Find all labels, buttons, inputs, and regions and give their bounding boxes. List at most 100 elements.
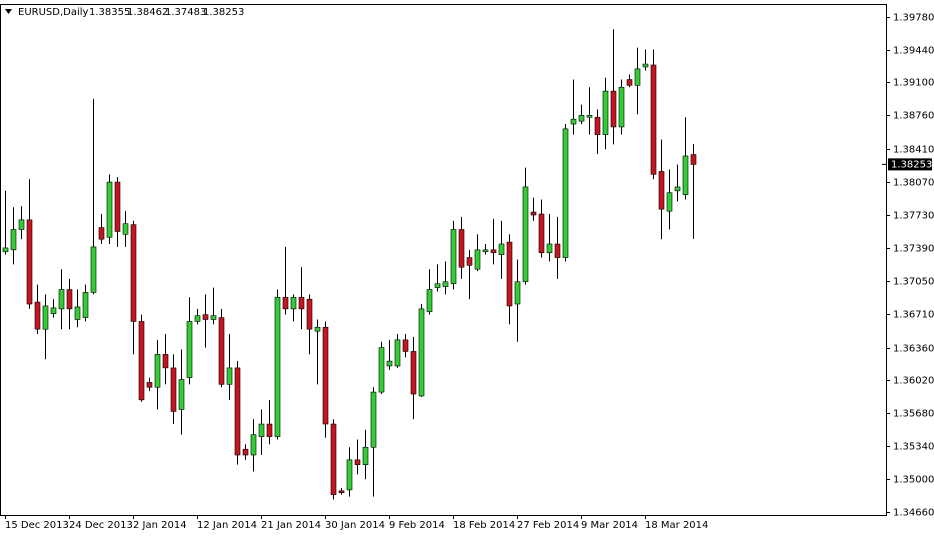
candle-body	[194, 315, 201, 322]
header-close: 1.38253	[203, 7, 244, 18]
header-low: 1.37483	[165, 7, 206, 18]
candle-body	[474, 249, 481, 270]
candle-body	[170, 367, 177, 412]
y-tick-label: 1.36360	[893, 344, 934, 355]
candle-body	[290, 296, 297, 310]
candle-body	[378, 347, 385, 393]
symbol-label: EURUSD,Daily	[18, 7, 89, 18]
x-tick-label: 18 Mar 2014	[645, 520, 708, 531]
candle-body	[218, 317, 225, 385]
candle-body	[234, 367, 241, 456]
candle-body	[2, 247, 9, 253]
header-open: 1.38355	[89, 7, 130, 18]
candle-body	[178, 379, 185, 410]
candle-body	[690, 154, 697, 165]
x-tick-label: 2 Jan 2014	[133, 520, 187, 531]
candle-body	[106, 181, 113, 238]
candle-body	[578, 115, 585, 122]
candle-body	[42, 305, 49, 330]
candle-body	[530, 211, 537, 216]
candle-body	[82, 292, 89, 318]
candle-body	[90, 246, 97, 293]
candle-body	[58, 289, 65, 310]
candle-body	[426, 289, 433, 313]
candle-body	[562, 128, 569, 258]
y-tick-label: 1.38070	[893, 178, 934, 189]
x-tick-label: 24 Dec 2013	[69, 520, 133, 531]
candle-body	[210, 315, 217, 320]
y-tick-label: 1.38760	[893, 111, 934, 122]
y-tick-label: 1.34660	[893, 508, 934, 519]
y-tick-label: 1.38410	[893, 145, 934, 156]
candle-body	[650, 64, 657, 175]
candle-body	[362, 446, 369, 465]
y-tick-label: 1.37390	[893, 244, 934, 255]
x-tick-label: 9 Mar 2014	[581, 520, 638, 531]
candle-body	[322, 326, 329, 425]
candle-body	[250, 434, 257, 456]
candle-body	[130, 224, 137, 322]
y-tick-label: 1.39780	[893, 13, 934, 24]
y-tick-label: 1.37730	[893, 211, 934, 222]
candle-body	[442, 281, 449, 287]
candle-body	[306, 298, 313, 330]
y-tick-label: 1.36710	[893, 310, 934, 321]
candle-body	[186, 321, 193, 378]
candle-body	[514, 281, 521, 305]
candle-body	[138, 321, 145, 401]
x-tick-label: 15 Dec 2013	[5, 520, 69, 531]
x-tick-label: 9 Feb 2014	[389, 520, 445, 531]
candle-body	[154, 354, 161, 388]
candle-body	[386, 360, 393, 367]
candle-body	[74, 306, 81, 320]
candle-body	[394, 339, 401, 367]
candle-body	[522, 186, 529, 283]
candle-body	[658, 171, 665, 210]
candle-body	[410, 351, 417, 395]
price-label-box	[888, 158, 932, 171]
candle-body	[122, 223, 129, 235]
candle-body	[642, 63, 649, 68]
candle-body	[498, 243, 505, 255]
candle-body	[10, 229, 17, 251]
candle-body	[610, 90, 617, 128]
candle-body	[466, 257, 473, 266]
candle-body	[674, 186, 681, 192]
candle-body	[66, 289, 73, 310]
candle-body	[370, 391, 377, 448]
x-tick-label: 21 Jan 2014	[261, 520, 321, 531]
menu-triangle[interactable]	[5, 9, 12, 14]
candle-body	[450, 229, 457, 285]
candle-body	[538, 213, 545, 254]
y-tick-label: 1.35000	[893, 475, 934, 486]
candle-body	[266, 423, 273, 437]
candle-body	[506, 241, 513, 307]
candle-body	[618, 86, 625, 128]
y-tick-label: 1.37050	[893, 277, 934, 288]
x-tick-label: 30 Jan 2014	[325, 520, 385, 531]
y-tick-label: 1.39100	[893, 78, 934, 89]
candle-body	[602, 90, 609, 135]
plot-frame	[0, 4, 887, 516]
candle-body	[546, 243, 553, 254]
candle-body	[50, 307, 57, 315]
x-tick-label: 27 Feb 2014	[517, 520, 579, 531]
candle-body	[586, 115, 593, 118]
candle-body	[626, 79, 633, 86]
candle-body	[114, 181, 121, 232]
candle-body	[314, 326, 321, 332]
candle-body	[458, 229, 465, 268]
candle-body	[594, 116, 601, 135]
candle-body	[258, 423, 265, 437]
y-tick-label: 1.36020	[893, 376, 934, 387]
candle-body	[338, 490, 345, 494]
price-label: 1.38253	[891, 159, 932, 170]
candle-body	[274, 296, 281, 437]
candle-body	[682, 155, 689, 195]
candle-body	[146, 382, 153, 388]
candle-body	[402, 339, 409, 352]
y-tick-label: 1.35340	[893, 442, 934, 453]
candle-body	[354, 459, 361, 465]
candle-body	[482, 249, 489, 253]
